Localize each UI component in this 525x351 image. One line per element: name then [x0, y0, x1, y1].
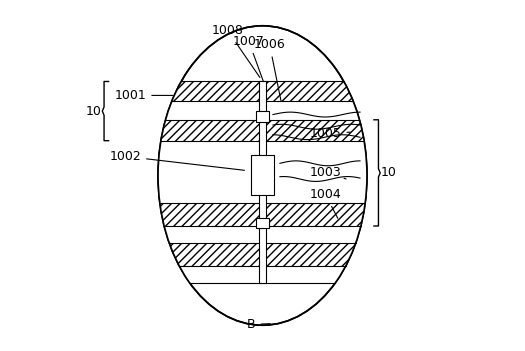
Bar — [158, 120, 367, 141]
Text: 10: 10 — [86, 105, 102, 118]
Bar — [256, 111, 269, 121]
Bar — [256, 218, 269, 228]
Bar — [250, 154, 275, 195]
Bar — [158, 203, 367, 226]
Bar — [158, 243, 367, 266]
Bar — [158, 226, 367, 243]
Bar — [259, 81, 266, 284]
Bar — [158, 101, 367, 120]
Ellipse shape — [158, 26, 367, 325]
Text: 1006: 1006 — [254, 38, 286, 101]
Text: 1001: 1001 — [114, 89, 173, 102]
Text: B: B — [247, 318, 270, 331]
Text: 1004: 1004 — [310, 188, 341, 218]
Text: 1002: 1002 — [109, 150, 245, 170]
Text: 1008: 1008 — [212, 25, 260, 78]
Text: 1005: 1005 — [310, 127, 350, 140]
Bar — [158, 141, 367, 203]
Bar — [158, 266, 367, 284]
Text: 1007: 1007 — [233, 35, 265, 84]
Text: 1003: 1003 — [310, 166, 346, 179]
Bar — [158, 81, 367, 101]
Text: 10: 10 — [381, 166, 396, 179]
